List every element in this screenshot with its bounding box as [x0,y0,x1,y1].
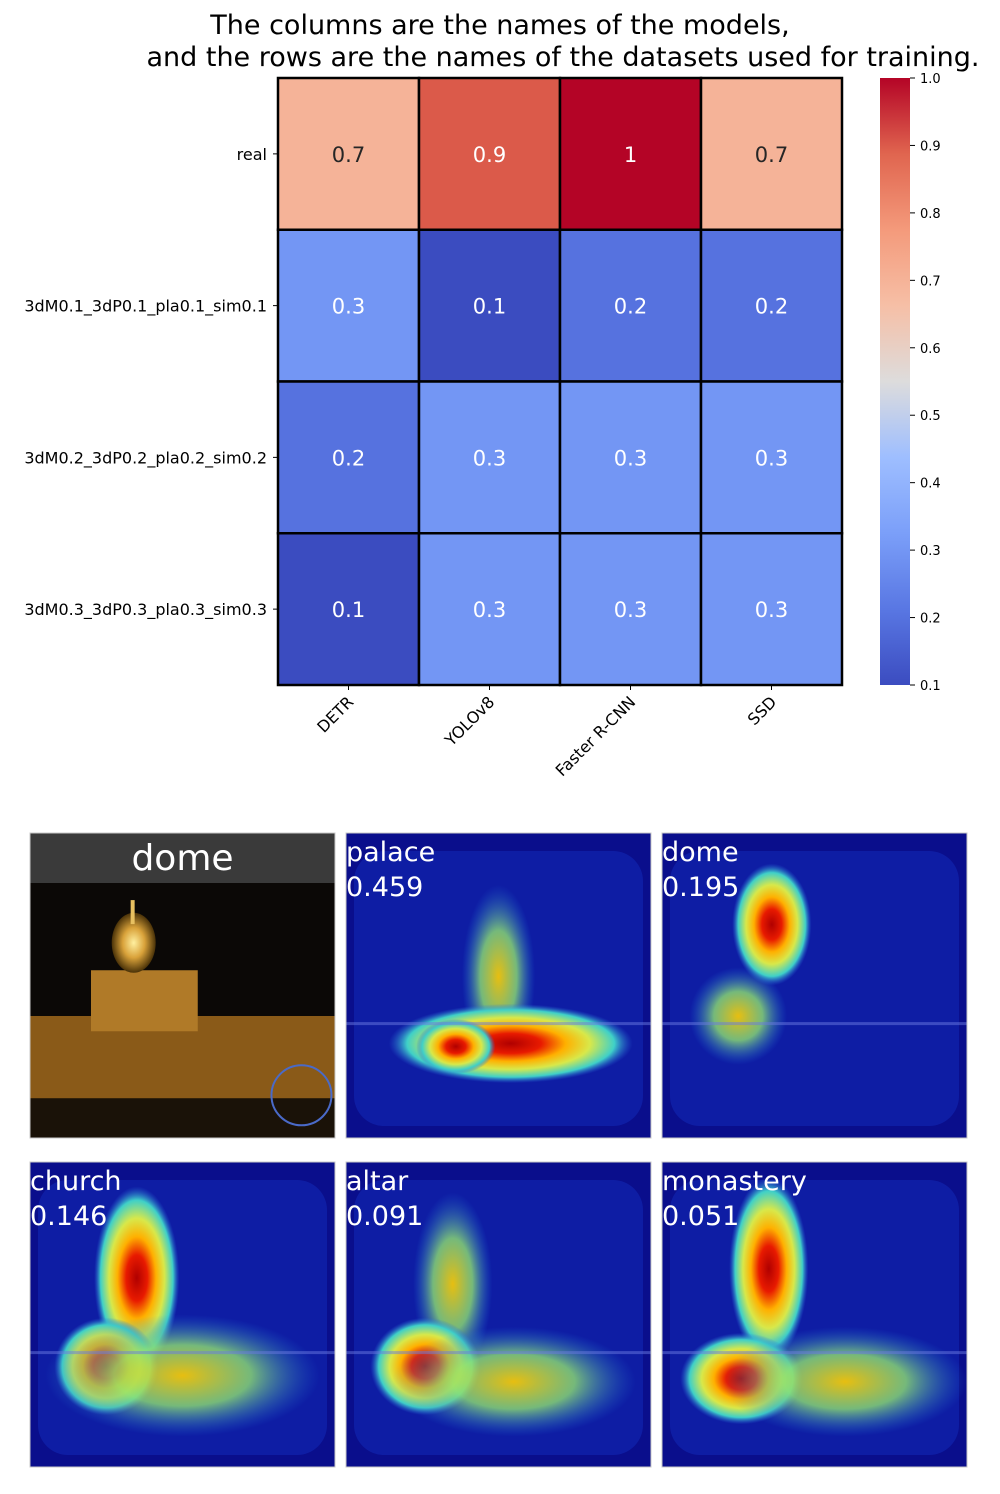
row-label-2: 3dM0.2_3dP0.2_pla0.2_sim0.2 [24,448,267,468]
panel-border [29,832,336,1139]
row-label-0: real [237,145,267,164]
heatmap-cell-label-r3-c1: 0.3 [473,598,506,622]
heatmap-cell-r3-c1 [417,532,562,687]
cam-label-1: palace [346,837,435,868]
heatmap-cell-r1-c2 [558,228,703,383]
ground [30,1098,335,1138]
cam-panel-2: dome 0.195 [661,832,968,1139]
building-center [91,970,198,1032]
heatmap-cell-label-r0-c1: 0.9 [473,143,506,167]
colorbar-tick-label-7: 0.8 [920,207,941,222]
cam-score-4: 0.091 [346,1201,423,1232]
colorbar-ticks: 0.1 0.2 0.3 0.4 0.5 0.6 0.7 0.8 0.9 1.0 [910,72,941,694]
cam-panel-3: church 0.146 [29,1161,336,1468]
colorbar-tick-label-9: 1.0 [920,72,941,87]
cam-label-5: monastery [662,1166,807,1197]
heatmap-cell-r2-c1 [417,380,562,535]
heatmap-cell-r1-c1 [417,228,562,383]
heatmap-cell-label-r3-c0: 0.1 [332,598,365,622]
activation-region-0 [729,1177,809,1361]
facade-line [30,1351,335,1355]
chart-title: The columns are the names of the models,… [0,10,1000,74]
facade-line [346,1351,651,1355]
chart-title-line-2: and the rows are the names of the datase… [146,42,980,73]
cam-score-1: 0.459 [346,872,423,903]
activation-region-2 [391,1326,636,1437]
cam-label-3: church [30,1166,122,1197]
heatmap-cell-label-r0-c2: 1 [624,143,637,167]
facade-line [346,1022,651,1026]
row-label-3: 3dM0.3_3dP0.3_pla0.3_sim0.3 [24,600,267,620]
heatmap-cell-label-r3-c2: 0.3 [614,598,647,622]
cam-score-5: 0.051 [662,1201,739,1232]
heatmap-cell-label-r0-c3: 0.7 [755,143,788,167]
cam-score-2: 0.195 [662,872,739,903]
heatmap-cell-label-r1-c2: 0.2 [614,295,647,319]
panel-border [661,832,968,1139]
heatmap-cell-label-r2-c3: 0.3 [755,446,788,470]
heatmap-cell-r1-c3 [699,228,844,383]
heatmap-cell-r3-c3 [699,532,844,687]
heatmap-cell-r1-c0 [276,228,421,383]
chart-title-line-1: The columns are the names of the models, [210,10,790,41]
activation-region-2 [416,1019,496,1074]
row-label-1: 3dM0.1_3dP0.1_pla0.1_sim0.1 [24,297,267,317]
facade-line [662,1351,967,1355]
activation-region-1 [689,967,788,1065]
cam-score-3: 0.146 [30,1201,107,1232]
row-labels: real 3dM0.1_3dP0.1_pla0.1_sim0.1 3dM0.2_3d… [24,145,278,620]
cam-label-4: altar [346,1166,409,1197]
colorbar-tick-label-4: 0.5 [920,409,941,424]
activation-region-2 [45,1314,320,1437]
cam-panel-4: altar 0.091 [345,1161,652,1468]
heatmap-cell-label-r1-c3: 0.2 [755,295,788,319]
cam-label-2: dome [662,837,739,868]
watermark-seal [270,1064,333,1127]
heatmap-cell-label-r3-c3: 0.3 [755,598,788,622]
panel-border [661,1161,968,1468]
cam-panel-1: palace 0.459 [345,832,652,1139]
colorbar-tick-label-3: 0.4 [920,477,941,492]
heatmap-cell-r2-c3 [699,380,844,535]
colorbar-tick-label-1: 0.2 [920,612,941,627]
cam-panel-5: monastery 0.051 [661,1161,968,1468]
heatmap-cell-label-r0-c0: 0.7 [332,143,365,167]
heatmap-cell-r3-c0 [276,532,421,687]
colorbar [880,78,910,685]
panel-border [345,1161,652,1468]
panel-border [29,1161,336,1468]
cam-label-0: dome [131,838,233,879]
colorbar-tick-label-5: 0.6 [920,342,941,357]
heatmap-chart: 0.7 0.9 1 0.7 0.3 0.1 0.2 0.2 0.2 0.3 0.3 0.3 0.1 0.3… [24,72,941,780]
dome-spire [130,900,135,925]
cam-panel-0: dome [29,832,336,1139]
heatmap-cells [276,76,844,687]
panel-border [345,832,652,1139]
heatmap-cell-labels: 0.7 0.9 1 0.7 0.3 0.1 0.2 0.2 0.2 0.3 0.3 0.3 0.1 0.3… [332,143,788,622]
colorbar-tick-label-0: 0.1 [920,679,941,694]
activation-region-2 [723,1326,967,1437]
cam-panels: dome palace 0.459 dome 0.195 church 0.146 altar… [29,832,968,1468]
facade-line [662,1022,967,1026]
heatmap-cell-r2-c2 [558,380,703,535]
colorbar-tick-label-2: 0.3 [920,544,941,559]
colorbar-tick-label-6: 0.7 [920,274,941,289]
activation-region-0 [732,863,812,986]
heatmap-cell-label-r2-c0: 0.2 [332,446,365,470]
heatmap-cell-label-r2-c1: 0.3 [473,446,506,470]
photo-label-band [30,833,335,883]
colorbar-tick-label-8: 0.9 [920,139,941,154]
heatmap-cell-label-r1-c0: 0.3 [332,295,365,319]
heatmap-cell-r0-c3 [699,76,844,231]
dome-shape [111,912,156,973]
heatmap-cell-label-r2-c2: 0.3 [614,446,647,470]
heatmap-cell-label-r1-c1: 0.1 [473,295,506,319]
